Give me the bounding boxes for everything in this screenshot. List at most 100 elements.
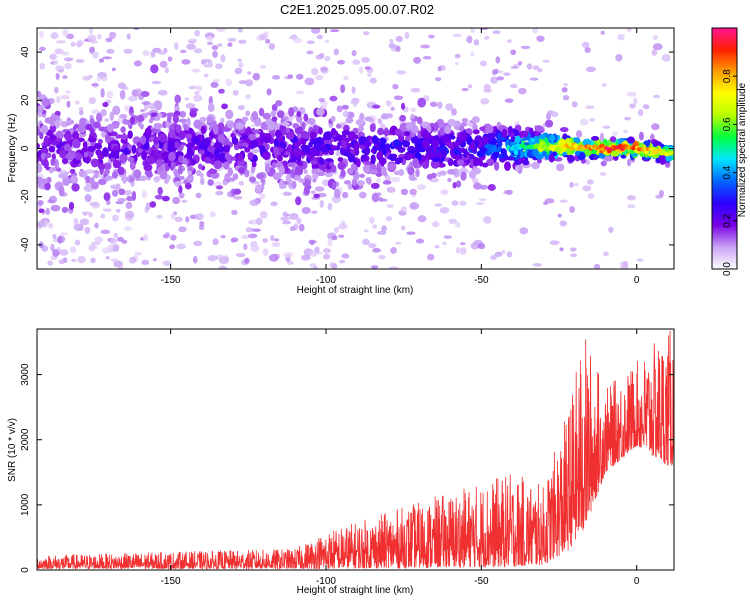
heatmap-cell <box>412 157 419 167</box>
heatmap-cell <box>503 72 511 76</box>
y-tick-label: 0 <box>20 567 31 573</box>
heatmap-cell <box>600 160 607 167</box>
heatmap-cell <box>378 157 387 165</box>
heatmap-cell <box>113 145 120 151</box>
heatmap-cell <box>378 197 384 202</box>
heatmap-cell <box>653 94 661 99</box>
heatmap-cell <box>288 107 295 117</box>
heatmap-cell <box>177 166 183 175</box>
heatmap-cell <box>168 151 176 162</box>
heatmap-cell <box>322 248 331 254</box>
heatmap-cell <box>40 152 46 160</box>
heatmap-cell <box>362 238 370 246</box>
heatmap-cell <box>570 253 578 258</box>
heatmap-cell <box>112 214 119 222</box>
heatmap-cell <box>449 135 456 140</box>
heatmap-cell <box>422 55 432 60</box>
heatmap-cell <box>608 226 614 233</box>
heatmap-cell <box>259 33 268 41</box>
heatmap-cell <box>64 62 72 70</box>
y-tick-label: -20 <box>20 189 31 204</box>
heatmap-cell <box>602 251 609 257</box>
heatmap-cell <box>128 176 135 183</box>
heatmap-cell <box>65 152 75 161</box>
heatmap-cell <box>89 201 98 207</box>
heatmap-cell <box>447 158 454 167</box>
heatmap-cell <box>454 53 461 59</box>
heatmap-cell <box>241 234 250 240</box>
heatmap-cell <box>52 233 57 240</box>
heatmap-cell <box>221 103 228 110</box>
heatmap-cell <box>295 90 305 95</box>
heatmap-cell <box>287 144 293 153</box>
heatmap-cell <box>150 112 158 118</box>
heatmap-cell <box>363 229 369 233</box>
heatmap-cell <box>574 151 581 156</box>
heatmap-cell <box>235 253 246 258</box>
heatmap-cell <box>62 157 68 165</box>
heatmap-cell <box>585 159 590 165</box>
heatmap-cell <box>179 175 185 180</box>
heatmap-cell <box>43 159 49 169</box>
heatmap-cell <box>185 143 195 149</box>
heatmap-cell <box>620 154 627 159</box>
heatmap-x-axis-title: Height of straight line (km) <box>297 285 414 296</box>
heatmap-cell <box>69 246 77 254</box>
heatmap-cell <box>215 185 223 190</box>
heatmap-cell <box>483 215 492 224</box>
colorbar-ticks: 0.0 0.2 0.4 0.6 0.8 <box>722 69 737 276</box>
heatmap-cell <box>244 257 250 264</box>
heatmap-cell <box>400 188 409 196</box>
heatmap-cell <box>389 38 394 44</box>
heatmap-cell <box>400 225 406 231</box>
heatmap-cell <box>237 28 243 33</box>
heatmap-cell <box>651 123 660 131</box>
heatmap-cell <box>49 115 57 121</box>
heatmap-cell <box>336 123 342 129</box>
heatmap-cell <box>96 75 101 82</box>
heatmap-cell <box>316 34 323 40</box>
heatmap-cell <box>341 253 350 259</box>
heatmap-cell <box>109 111 115 122</box>
heatmap-cell <box>158 133 168 143</box>
heatmap-cell <box>210 81 219 88</box>
heatmap-cell <box>417 215 427 223</box>
heatmap-cell <box>43 222 48 228</box>
colorbar-frame <box>711 27 738 270</box>
heatmap-cell <box>60 120 69 128</box>
heatmap-cell <box>224 152 230 160</box>
heatmap-cell <box>37 143 40 150</box>
heatmap-cell <box>161 151 170 158</box>
colorbar-tick-label: 0.0 <box>722 262 733 276</box>
heatmap-cell <box>50 32 59 40</box>
heatmap-cell <box>244 79 254 87</box>
heatmap-cell <box>123 190 133 196</box>
heatmap-cell <box>473 39 480 46</box>
heatmap-cell <box>110 258 118 263</box>
heatmap-cell <box>194 213 204 221</box>
heatmap-cell <box>281 220 292 225</box>
heatmap-cell <box>265 38 271 44</box>
heatmap-cell <box>153 176 161 183</box>
heatmap-cell <box>289 226 296 232</box>
heatmap-cell <box>528 127 534 134</box>
heatmap-cell <box>238 180 245 186</box>
heatmap-cell <box>617 33 625 41</box>
heatmap-cell <box>193 94 203 102</box>
heatmap-cell <box>213 160 223 169</box>
heatmap-cell <box>105 199 111 206</box>
heatmap-cell <box>532 65 540 71</box>
heatmap-cell <box>508 125 513 135</box>
heatmap-cell <box>244 147 251 153</box>
heatmap-cell <box>438 137 445 143</box>
heatmap-cell <box>393 95 404 101</box>
heatmap-cell <box>78 106 84 112</box>
heatmap-cell <box>194 91 200 95</box>
heatmap-cell <box>100 109 107 117</box>
heatmap-cell <box>324 39 330 44</box>
heatmap-cell <box>347 182 353 190</box>
heatmap-cell <box>315 74 324 81</box>
heatmap-cell <box>637 109 644 117</box>
heatmap-cell <box>341 129 351 136</box>
heatmap-cell <box>215 142 223 150</box>
